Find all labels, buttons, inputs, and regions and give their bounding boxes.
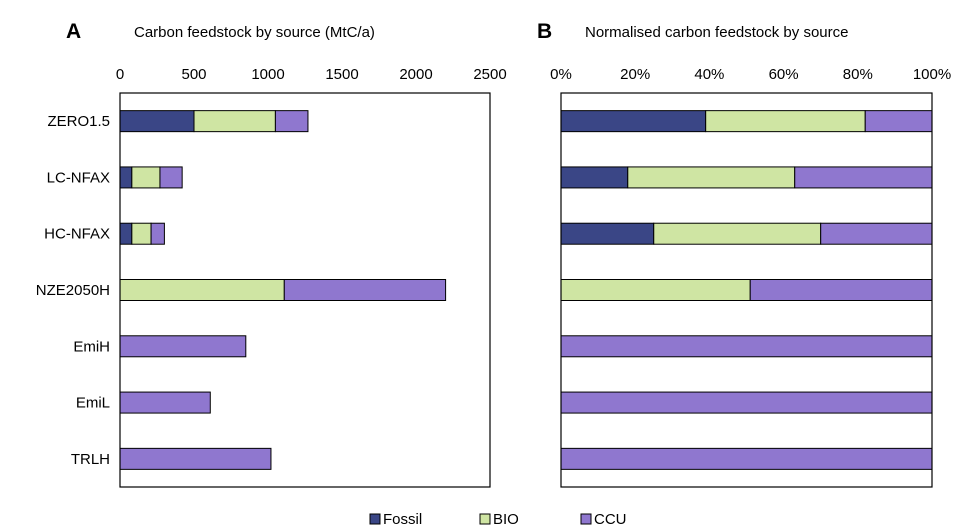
legend-label-ccu: CCU [594,511,627,528]
category-label-nze2050h: NZE2050H [36,282,110,299]
bar-ccu-emih [560,335,933,358]
panel-b-x-tick-label: 60% [769,66,799,83]
panel-a-x-tick-label: 0 [116,66,124,83]
panel-a-x-tick-label: 2500 [473,66,506,83]
bar-bio-hc-nfax [653,222,822,245]
category-label-trlh: TRLH [71,451,110,468]
bar-ccu-lc-nfax [794,166,933,189]
panel-a-x-ticks: 0 500 1000 1500 2000 2500 [116,66,507,83]
bar-ccu-emil [119,391,211,414]
panel-b-x-tick-label: 20% [620,66,650,83]
category-label-lc-nfax: LC-NFAX [47,169,110,186]
bar-ccu-emil [560,391,933,414]
legend-swatch-bio [479,513,491,525]
panel-a-plot-frame [119,92,491,488]
bar-bio-nze2050h [119,279,285,301]
bar-fossil-hc-nfax [560,222,655,245]
panel-a-x-tick-label: 1000 [251,66,284,83]
bar-fossil-lc-nfax [560,166,629,189]
panel-a-x-tick-label: 2000 [399,66,432,83]
panel-a-bars [119,110,447,470]
panel-b-title: Normalised carbon feedstock by source [585,24,848,41]
panel-b-x-tick-label: 100% [913,66,951,83]
bar-ccu-nze2050h [283,279,447,301]
bar-bio-lc-nfax [627,166,796,189]
legend: Fossil BIO CCU [369,511,627,528]
bar-ccu-trlh [119,447,272,470]
bar-ccu-trlh [560,447,933,470]
panel-b-bars [560,110,933,470]
bar-bio-lc-nfax [131,166,161,189]
panel-b-x-tick-label: 80% [843,66,873,83]
panel-a-x-tick-label: 500 [181,66,206,83]
category-label-emih: EmiH [73,338,110,355]
bar-bio-zero1-5 [705,110,866,133]
bar-ccu-nze2050h [749,279,933,301]
legend-swatch-ccu [580,513,592,525]
legend-label-fossil: Fossil [383,511,422,528]
bar-ccu-hc-nfax [150,222,165,245]
legend-label-bio: BIO [493,511,519,528]
panel-b-plot-frame [560,92,933,488]
panel-b-letter: B [537,20,552,43]
bar-ccu-emih [119,335,247,358]
bar-fossil-zero1-5 [119,110,195,133]
panel-a-category-labels: ZERO1.5 LC-NFAX HC-NFAX NZE2050H EmiH EmiL TRL… [36,113,110,468]
legend-swatch-fossil [369,513,381,525]
panel-b: B Normalised carbon feedstock by source … [537,20,951,488]
panel-a-x-tick-label: 1500 [325,66,358,83]
bar-bio-zero1-5 [193,110,276,133]
category-label-emil: EmiL [76,395,110,412]
bar-ccu-hc-nfax [820,222,933,245]
bar-bio-hc-nfax [131,222,152,245]
panel-b-x-tick-label: 0% [550,66,572,83]
bar-ccu-zero1-5 [864,110,933,133]
panel-b-x-tick-label: 40% [694,66,724,83]
category-label-hc-nfax: HC-NFAX [44,226,110,243]
bar-bio-nze2050h [560,279,751,301]
panel-b-x-ticks: 0% 20% 40% 60% 80% 100% [550,66,951,83]
panel-a: A Carbon feedstock by source (MtC/a) 0 50… [36,20,507,488]
category-label-zero1-5: ZERO1.5 [47,113,110,130]
bar-ccu-zero1-5 [274,110,309,133]
panel-a-letter: A [66,20,81,43]
bar-ccu-lc-nfax [159,166,183,189]
panel-a-title: Carbon feedstock by source (MtC/a) [134,24,375,41]
bar-fossil-lc-nfax [119,166,133,189]
bar-fossil-hc-nfax [119,222,133,245]
bar-fossil-zero1-5 [560,110,707,133]
